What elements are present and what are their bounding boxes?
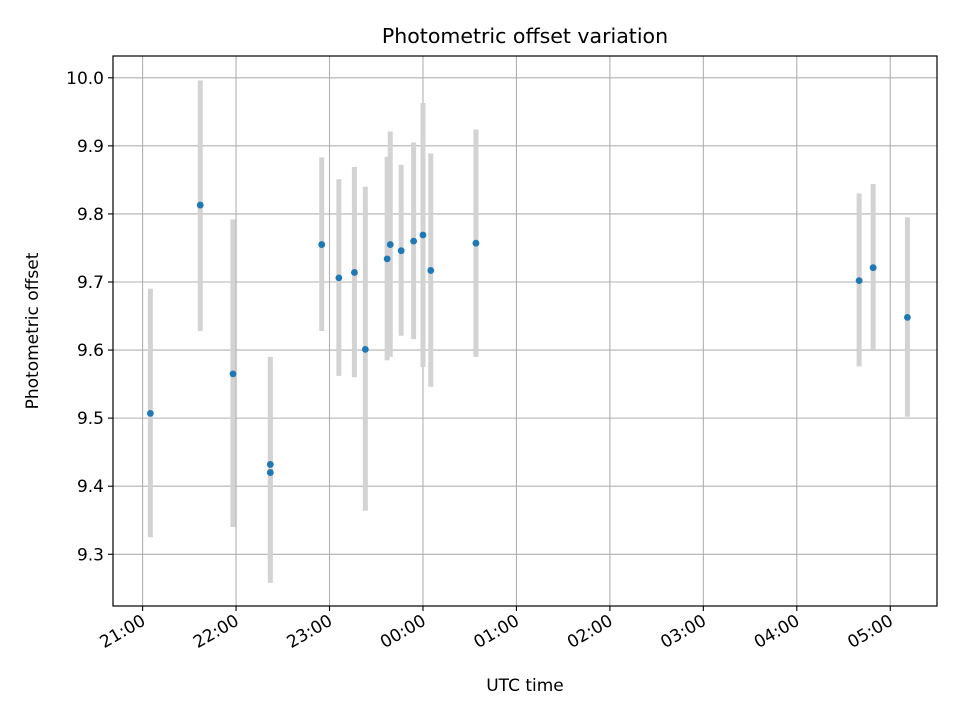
y-tick-label: 9.9: [77, 137, 104, 157]
x-axis-label: UTC time: [486, 676, 564, 696]
y-tick-label: 9.8: [77, 205, 104, 225]
y-gridlines: [113, 77, 937, 555]
data-point: [196, 201, 204, 209]
data-point: [266, 461, 274, 468]
data-point: [427, 267, 435, 274]
chart-title: Photometric offset variation: [382, 24, 668, 48]
data-point: [146, 409, 154, 417]
y-tick-label: 9.5: [77, 409, 104, 429]
y-axis-label: Photometric offset: [23, 252, 43, 409]
data-point: [266, 469, 274, 476]
y-tick-label: 10.0: [66, 69, 104, 89]
y-axis-ticks: 9.3 9.4 9.5 9.6 9.7 9.8 9.9 10.0: [66, 69, 113, 565]
data-point: [410, 237, 418, 245]
data-point: [335, 274, 343, 282]
data-point: [419, 231, 427, 239]
data-point: [869, 264, 877, 272]
data-point: [472, 239, 480, 247]
data-point: [361, 345, 369, 353]
data-point: [386, 241, 394, 248]
plot-frame: [112, 55, 938, 607]
data-point: [855, 277, 863, 285]
data-point: [397, 247, 405, 255]
y-tick-label: 9.3: [77, 545, 104, 565]
data-points: [146, 201, 911, 476]
data-point: [904, 313, 911, 321]
data-point: [383, 255, 391, 263]
data-point: [318, 241, 326, 248]
y-tick-label: 9.7: [77, 273, 104, 293]
data-point: [229, 370, 237, 378]
data-point: [351, 269, 358, 276]
y-tick-label: 9.4: [77, 477, 104, 497]
y-tick-label: 9.6: [77, 341, 104, 361]
